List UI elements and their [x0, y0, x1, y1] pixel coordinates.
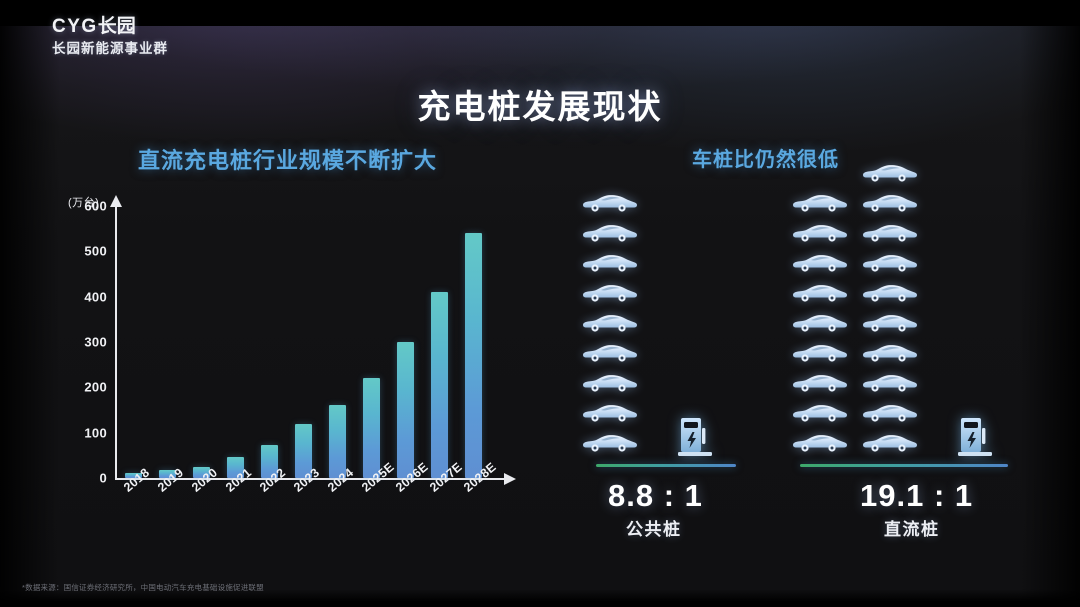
- chart-bar: [227, 456, 244, 478]
- car-icon: [580, 340, 638, 364]
- car-icon: [790, 280, 848, 304]
- car-icon: [580, 220, 638, 244]
- bottom-fade: [0, 589, 1080, 607]
- car-column: [790, 190, 852, 460]
- logo-subtitle: 长园新能源事业群: [52, 41, 168, 56]
- car-icon: [580, 250, 638, 274]
- chart-y-tick: 400: [84, 289, 107, 305]
- chart-bar: [465, 233, 482, 478]
- logo-brand: CYG长园: [52, 16, 168, 38]
- charging-station-icon: [958, 414, 992, 458]
- car-icon: [580, 190, 638, 214]
- car-column: [580, 190, 642, 460]
- chart-y-axis-ticks: 0 100 200 300 400 500 600: [60, 196, 107, 486]
- chart-unit-label: (万台): [68, 197, 100, 209]
- chart-bar: [125, 473, 142, 478]
- car-icon: [790, 250, 848, 274]
- car-icon: [790, 370, 848, 394]
- left-vignette: [0, 0, 60, 607]
- car-icon: [790, 340, 848, 364]
- source-footnote: *数据来源：国信证券经济研究所，中国电动汽车充电基础设施促进联盟: [22, 583, 264, 592]
- chart-bar: [363, 378, 380, 478]
- car-icon: [580, 430, 638, 454]
- chart-y-tick: 500: [84, 243, 107, 259]
- dc-charger-scale-chart: (万台) 0 100 200 300 400 500 600 2018 2019 2020 202…: [60, 195, 520, 496]
- car-icon: [790, 190, 848, 214]
- chart-y-tick: 600: [84, 198, 107, 214]
- chart-bar: [329, 404, 346, 478]
- car-icon: [580, 310, 638, 334]
- top-fade: [0, 0, 1080, 26]
- ratio-panel-dc: [790, 165, 1020, 460]
- car-icon: [860, 190, 918, 214]
- car-pictogram-group-dc: [790, 165, 1020, 460]
- car-icon: [790, 310, 848, 334]
- car-icon: [860, 280, 918, 304]
- right-section-subtitle: 车桩比仍然很低: [692, 149, 839, 171]
- chart-y-axis: [110, 195, 122, 478]
- car-icon: [790, 400, 848, 424]
- chart-bar: [431, 292, 448, 478]
- car-icon: [580, 400, 638, 424]
- right-vignette: [1020, 0, 1080, 607]
- logo-brand-en: CYG: [52, 16, 98, 37]
- car-icon: [790, 430, 848, 454]
- page-title: 充电桩发展现状: [417, 88, 663, 125]
- ratio-panel-public: [580, 180, 750, 460]
- chart-y-tick: 100: [84, 425, 107, 441]
- charging-station-icon: [678, 414, 712, 458]
- company-logo: CYG长园 长园新能源事业群: [52, 16, 168, 57]
- car-icon: [860, 220, 918, 244]
- chart-y-tick: 300: [84, 334, 107, 350]
- ratio-label-dc: 直流桩: [884, 520, 940, 539]
- chart-bar: [295, 423, 312, 478]
- chart-y-tick: 200: [84, 379, 107, 395]
- car-icon: [860, 340, 918, 364]
- chart-x-axis-labels: 2018 2019 2020 2021 2022 2023 2024 2025E 2026E 20…: [117, 460, 517, 544]
- car-icon: [860, 310, 918, 334]
- car-icon: [860, 250, 918, 274]
- ratio-value-dc: 19.1 : 1: [860, 478, 974, 513]
- car-icon: [580, 280, 638, 304]
- car-icon: [860, 430, 918, 454]
- car-icon: [860, 370, 918, 394]
- car-column: [860, 160, 922, 460]
- ground-line-dc: [800, 464, 1008, 467]
- car-icon: [860, 160, 918, 184]
- ratio-value-public: 8.8 : 1: [608, 478, 703, 513]
- car-icon: [860, 400, 918, 424]
- car-pictogram-group-public: [580, 180, 750, 460]
- car-icon: [580, 370, 638, 394]
- chart-bar: [261, 444, 278, 478]
- chart-bar: [159, 469, 176, 478]
- chart-plot-area: [117, 206, 507, 478]
- ground-line-public: [596, 464, 736, 467]
- chart-x-axis: [115, 473, 516, 485]
- logo-brand-cn: 长园: [97, 16, 136, 37]
- chart-bar: [397, 342, 414, 478]
- ratio-label-public: 公共桩: [626, 520, 682, 539]
- car-icon: [790, 220, 848, 244]
- chart-bar: [193, 466, 210, 478]
- chart-y-tick: 0: [99, 470, 107, 486]
- left-section-subtitle: 直流充电桩行业规模不断扩大: [138, 148, 438, 173]
